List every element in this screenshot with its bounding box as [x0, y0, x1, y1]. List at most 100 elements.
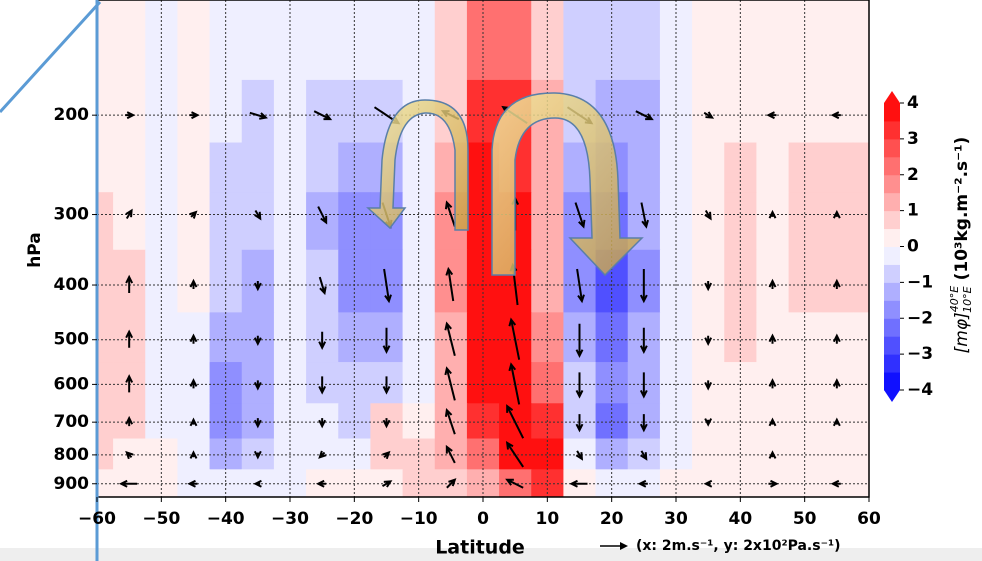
quiver-arrow	[768, 450, 777, 459]
colorbar-swatch	[884, 174, 900, 194]
x-tick-label: −60	[78, 509, 116, 529]
quiver-arrow	[768, 333, 777, 344]
field-cell	[627, 0, 661, 81]
quiver-arrow	[189, 278, 198, 290]
field-cell	[306, 192, 339, 251]
y-tick-label: 900	[54, 474, 90, 494]
field-cell	[692, 79, 725, 144]
field-cell	[852, 79, 869, 144]
callout-line	[0, 0, 102, 114]
quiver-arrow	[253, 450, 262, 460]
x-tick-label: 30	[664, 509, 688, 529]
circulation-arrow	[366, 99, 469, 231]
quiver-arrow	[318, 418, 327, 429]
colorbar-tick-label: 1	[907, 201, 919, 221]
field-cell	[97, 0, 114, 81]
quiver-arrow	[318, 376, 327, 395]
colorbar-tick-label: −4	[907, 380, 933, 400]
quiver-arrow	[189, 210, 198, 219]
y-tick-label: 500	[54, 330, 90, 350]
colorbar-swatch	[884, 282, 900, 301]
field-cell	[241, 192, 275, 251]
field-cell	[113, 142, 146, 193]
colorbar-swatch	[884, 210, 900, 230]
colorbar-swatch	[884, 246, 900, 265]
colorbar-label-sub: 10°E	[961, 286, 974, 312]
quiver-arrow	[125, 111, 136, 120]
quiver-arrow	[768, 479, 779, 488]
field-cell	[852, 469, 869, 497]
quiver-arrow	[768, 278, 777, 290]
colorbar-tick-label: 0	[907, 237, 919, 257]
quiver-arrow	[189, 378, 198, 389]
quiver-arrow	[575, 323, 584, 358]
field-cell	[434, 0, 468, 81]
quiver-arrow	[704, 335, 713, 346]
bottom-strip	[0, 548, 982, 561]
quiver-arrow	[704, 418, 713, 427]
quiver-arrow	[444, 321, 456, 356]
colorbar: −4 −3 −2 −1 0 1 2 3 4 [mφ]40°E10°E (10³kg.m⁻².s⁻¹)	[884, 91, 974, 402]
quiver-arrow	[506, 404, 525, 439]
quiver-arrow	[189, 111, 200, 120]
quiver-arrow	[639, 327, 648, 354]
quiver-arrow	[640, 202, 649, 229]
x-tick-label: −50	[142, 509, 180, 529]
field-cell	[756, 192, 790, 251]
field-cell	[113, 192, 146, 251]
field-cell	[756, 0, 790, 81]
quiver-arrow	[189, 417, 198, 427]
y-tick-label: 800	[54, 445, 90, 465]
colorbar-swatch	[884, 336, 900, 355]
quiver-arrow	[253, 479, 262, 488]
field-cell	[177, 79, 211, 144]
field-cell	[820, 0, 854, 81]
x-tick-label: −30	[271, 509, 309, 529]
quiver-arrow	[253, 335, 262, 346]
quiver-arrow	[575, 450, 584, 461]
field-cell	[563, 0, 597, 81]
quiver-arrow	[703, 479, 713, 488]
colorbar-swatch	[884, 354, 900, 373]
quiver-arrow	[318, 331, 327, 350]
quiver-arrow	[445, 266, 455, 302]
quiver-arrow	[125, 374, 134, 393]
field-cell	[852, 0, 869, 81]
quiver-arrow	[382, 327, 391, 354]
field-cell	[97, 362, 114, 404]
quiver-arrow	[635, 110, 654, 121]
quiver-arrow	[446, 478, 457, 489]
colorbar-label-unit: (10³kg.m⁻².s⁻¹)	[952, 137, 972, 281]
colorbar-tick-label: −2	[907, 308, 933, 328]
x-tick-label: 10	[535, 509, 559, 529]
colorbar-swatch	[884, 228, 900, 247]
colorbar-swatch	[884, 300, 900, 319]
field-cell	[756, 79, 790, 144]
field-cell	[627, 79, 661, 144]
field-cell	[177, 192, 211, 251]
quiver-arrow	[318, 450, 327, 459]
field-cell	[820, 438, 854, 470]
quiver-arrow	[249, 111, 268, 120]
quiver-arrow	[832, 378, 841, 389]
field-cell	[306, 0, 339, 81]
x-tick-label: −40	[207, 509, 245, 529]
quiver-arrow	[189, 450, 198, 459]
x-tick-label: 20	[600, 509, 624, 529]
colorbar-extend	[884, 390, 900, 402]
field-cell	[97, 79, 114, 144]
quiver-key-arrow-head	[620, 542, 628, 550]
field-cell	[113, 79, 146, 144]
colorbar-label-sup: 40°E	[948, 286, 961, 312]
field-cell	[97, 438, 114, 470]
colorbar-swatch	[884, 120, 900, 140]
colorbar-label-base: [mφ]	[952, 312, 972, 353]
quiver-arrow	[640, 450, 648, 461]
field-cell	[177, 142, 211, 193]
field-cell	[852, 438, 869, 470]
quiver-arrow	[382, 418, 391, 429]
quiver-arrow	[505, 478, 524, 489]
colorbar-tick-label: 3	[907, 129, 919, 149]
field-cell	[852, 249, 869, 313]
colorbar-extend	[884, 91, 900, 103]
